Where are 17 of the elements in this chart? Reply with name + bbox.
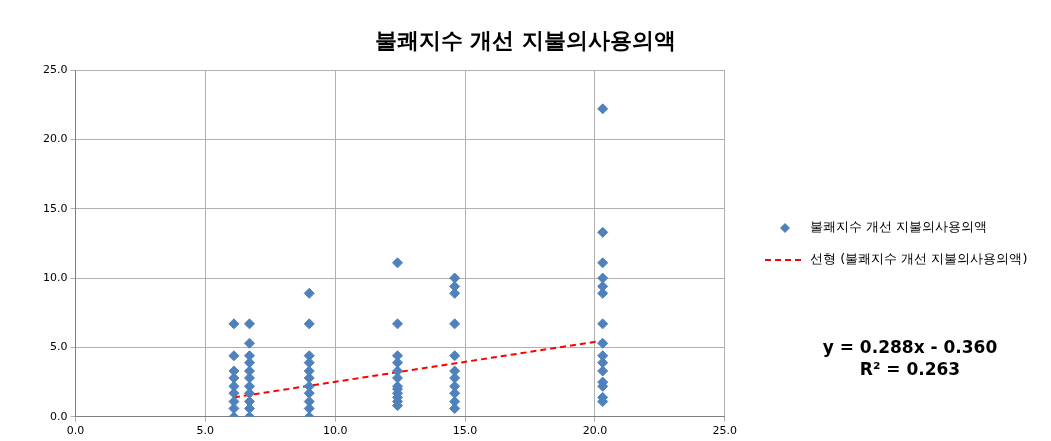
text: y = 0.288x - 0.360 xyxy=(821,336,999,358)
y-tick-label: 10.0 xyxy=(42,270,68,284)
x-tick-label: 25.0 xyxy=(712,424,737,438)
x-tick-label: 0.0 xyxy=(66,424,85,438)
x-tick-label: 20.0 xyxy=(582,424,608,438)
chart-title: 불쾌지수 개선 지불의사용의액 xyxy=(373,27,678,55)
y-tick-label: 0.0 xyxy=(49,409,68,423)
x-tick-label: 10.0 xyxy=(322,424,348,438)
x-tick-label: 5.0 xyxy=(196,424,215,438)
y-tick-label: 25.0 xyxy=(42,62,68,76)
y-tick-label: 5.0 xyxy=(49,340,68,354)
y-tick-label: 20.0 xyxy=(42,132,68,146)
legend-label: 선형 (불쾌지수 개선 지불의사용의액) xyxy=(810,250,1028,268)
x-tick-label: 15.0 xyxy=(452,424,478,438)
legend-label: 불쾌지수 개선 지불의사용의액 xyxy=(810,218,988,236)
y-tick-label: 15.0 xyxy=(42,201,68,215)
text: R² = 0.263 xyxy=(858,358,962,380)
